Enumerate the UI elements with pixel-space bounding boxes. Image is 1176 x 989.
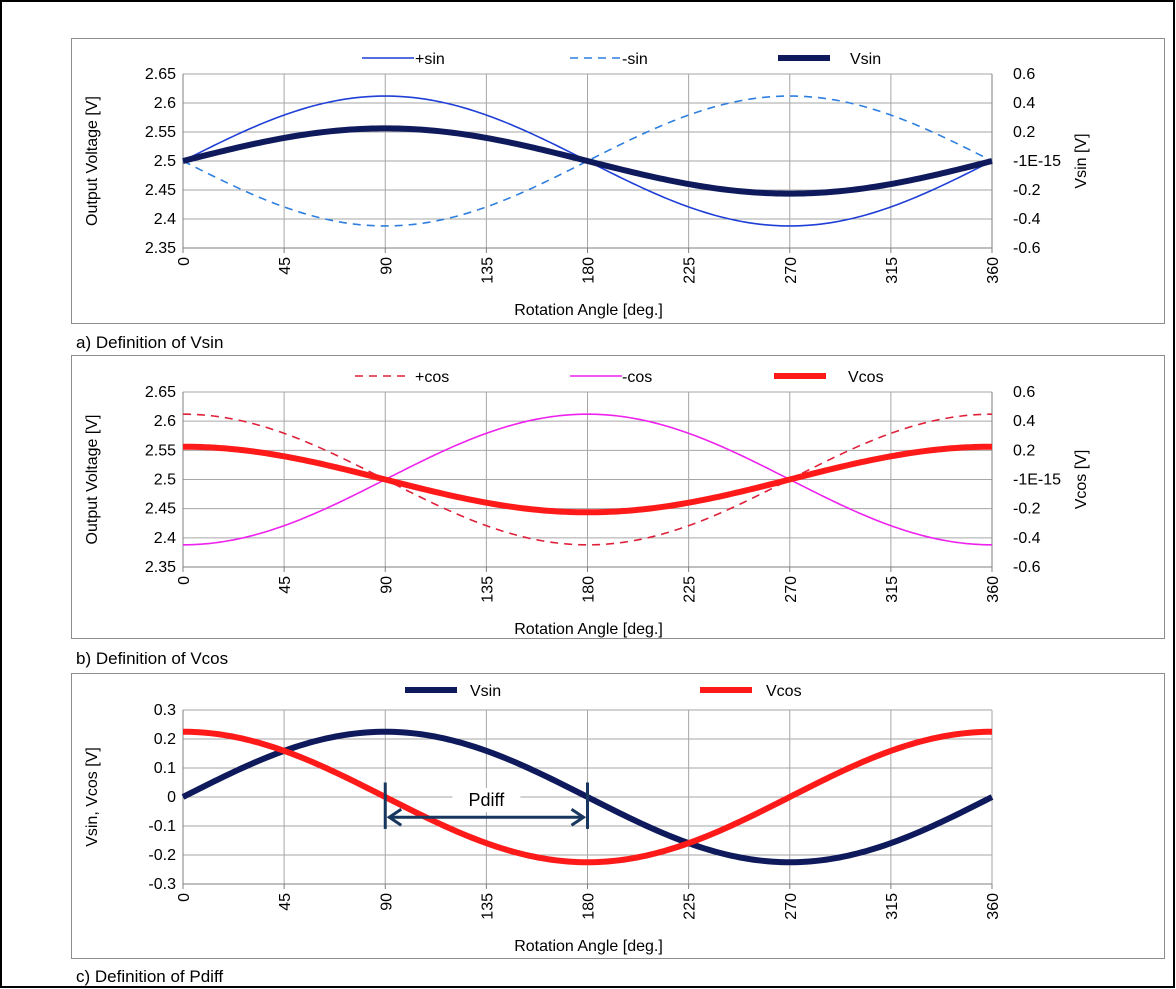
x-tick-label: 225 [682, 893, 699, 920]
y2-tick-label: -0.2 [1013, 501, 1041, 518]
x-axis-title: Rotation Angle [deg.] [514, 302, 663, 319]
chart-panel-frame [71, 673, 1165, 959]
y2-tick-label: 0.6 [1013, 384, 1035, 401]
x-tick-label: 45 [277, 257, 294, 275]
pdiff-label: Pdiff [469, 790, 506, 810]
pdiff-label-bg [452, 788, 521, 813]
chart-caption: c) Definition of Pdiff [76, 967, 223, 986]
x-tick-label: 315 [884, 257, 901, 284]
x-tick-label: 270 [783, 893, 800, 920]
y-tick-label: 2.45 [145, 501, 176, 518]
y-axis-title: Output Voltage [V] [84, 415, 101, 545]
y2-tick-label: 0.4 [1013, 413, 1035, 430]
legend-label: +cos [415, 369, 449, 386]
x-tick-label: 45 [277, 576, 294, 594]
chart-2: 2.35 2.4 2.45 2.5 2.55 2.6 2.65 0 45 90 135 180 225 2… [71, 355, 1165, 639]
legend-label: -cos [622, 369, 652, 386]
x-tick-label: 270 [783, 576, 800, 603]
y2-tick-label: -1E-15 [1013, 153, 1061, 170]
y-tick-label: -0.3 [148, 876, 176, 893]
charts-group: 2.35 2.4 2.45 2.5 2.55 2.6 2.65 0 45 90 135 180 225 2… [71, 38, 1165, 986]
x-tick-label: 90 [378, 893, 395, 911]
series-line-vcos [182, 728, 993, 866]
series-line-cos [182, 413, 993, 546]
x-tick-label: 225 [682, 576, 699, 603]
pdiff-arrow-head-right [570, 808, 587, 827]
x-tick-label: 135 [479, 257, 496, 284]
x-tick-label: 0 [176, 576, 193, 585]
legend-label: +sin [415, 51, 445, 68]
y-tick-label: -0.1 [148, 818, 176, 835]
series-line-sin [182, 95, 993, 227]
y2-tick-label: -0.4 [1013, 211, 1041, 228]
y-tick-label: 0.3 [154, 702, 176, 719]
y-tick-label: 2.55 [145, 124, 176, 141]
x-tick-label: 135 [479, 576, 496, 603]
y2-axis-title: Vsin [V] [1073, 133, 1090, 188]
chart-panel-frame [71, 38, 1165, 324]
y2-tick-label: 0.4 [1013, 95, 1035, 112]
x-tick-label: 0 [176, 893, 193, 902]
series-line-cos [182, 413, 993, 546]
y-tick-label: 2.65 [145, 384, 176, 401]
x-tick-label: 360 [985, 893, 1002, 920]
y-tick-label: 2.35 [145, 559, 176, 576]
y-tick-label: 2.5 [154, 472, 176, 489]
chart-1: 2.35 2.4 2.45 2.5 2.55 2.6 2.65 0 45 90 135 180 225 2… [71, 38, 1165, 324]
x-tick-label: 180 [581, 576, 598, 603]
y-tick-label: 2.35 [145, 240, 176, 257]
y-tick-label: 2.55 [145, 442, 176, 459]
y-tick-label: 2.4 [154, 211, 176, 228]
legend-label: Vsin [850, 51, 881, 68]
y-tick-label: 2.65 [145, 66, 176, 83]
y2-tick-label: -1E-15 [1013, 472, 1061, 489]
x-tick-label: 0 [176, 257, 193, 266]
x-tick-label: 45 [277, 893, 294, 911]
y2-tick-label: 0.6 [1013, 66, 1035, 83]
y2-tick-label: -0.4 [1013, 530, 1041, 547]
x-tick-label: 180 [581, 257, 598, 284]
y-axis-title: Output Voltage [V] [84, 96, 101, 226]
legend-label: Vcos [848, 369, 884, 386]
x-tick-label: 180 [581, 893, 598, 920]
x-tick-label: 135 [479, 893, 496, 920]
legend-label: Vcos [766, 683, 802, 700]
x-tick-label: 225 [682, 257, 699, 284]
chart-caption: a) Definition of Vsin [76, 333, 223, 352]
y2-tick-label: -0.2 [1013, 182, 1041, 199]
chart-panel-frame [71, 355, 1165, 639]
y2-tick-label: -0.6 [1013, 559, 1041, 576]
y-tick-label: 0.1 [154, 760, 176, 777]
x-tick-label: 315 [884, 576, 901, 603]
y-tick-label: 2.45 [145, 182, 176, 199]
series-line-vsin [182, 125, 993, 197]
y-tick-label: 2.6 [154, 95, 176, 112]
y-axis-title: Vsin, Vcos [V] [84, 747, 101, 847]
y-tick-label: 2.5 [154, 153, 176, 170]
x-tick-label: 90 [378, 257, 395, 275]
x-axis-title: Rotation Angle [deg.] [514, 621, 663, 638]
pdiff-arrow-head-left [386, 808, 403, 827]
y2-tick-label: 0.2 [1013, 124, 1035, 141]
y-tick-label: 0.2 [154, 731, 176, 748]
y2-axis-title: Vcos [V] [1073, 450, 1090, 510]
x-axis-title: Rotation Angle [deg.] [514, 938, 663, 955]
x-tick-label: 360 [985, 257, 1002, 284]
x-tick-label: 270 [783, 257, 800, 284]
y-tick-label: 2.4 [154, 530, 176, 547]
y-tick-label: 0 [167, 789, 176, 806]
legend-label: Vsin [470, 683, 501, 700]
y-tick-label: 2.6 [154, 413, 176, 430]
x-tick-label: 315 [884, 893, 901, 920]
y2-tick-label: -0.6 [1013, 240, 1041, 257]
x-tick-label: 90 [378, 576, 395, 594]
y-tick-label: -0.2 [148, 847, 176, 864]
y2-tick-label: 0.2 [1013, 442, 1035, 459]
x-tick-label: 360 [985, 576, 1002, 603]
chart-3: -0.3 -0.2 -0.1 0 0.1 0.2 0.3 0 45 90 135 180 225 270 3… [71, 673, 1165, 959]
legend-label: -sin [622, 51, 648, 68]
chart-caption: b) Definition of Vcos [76, 649, 228, 668]
series-line-vcos [182, 443, 993, 516]
